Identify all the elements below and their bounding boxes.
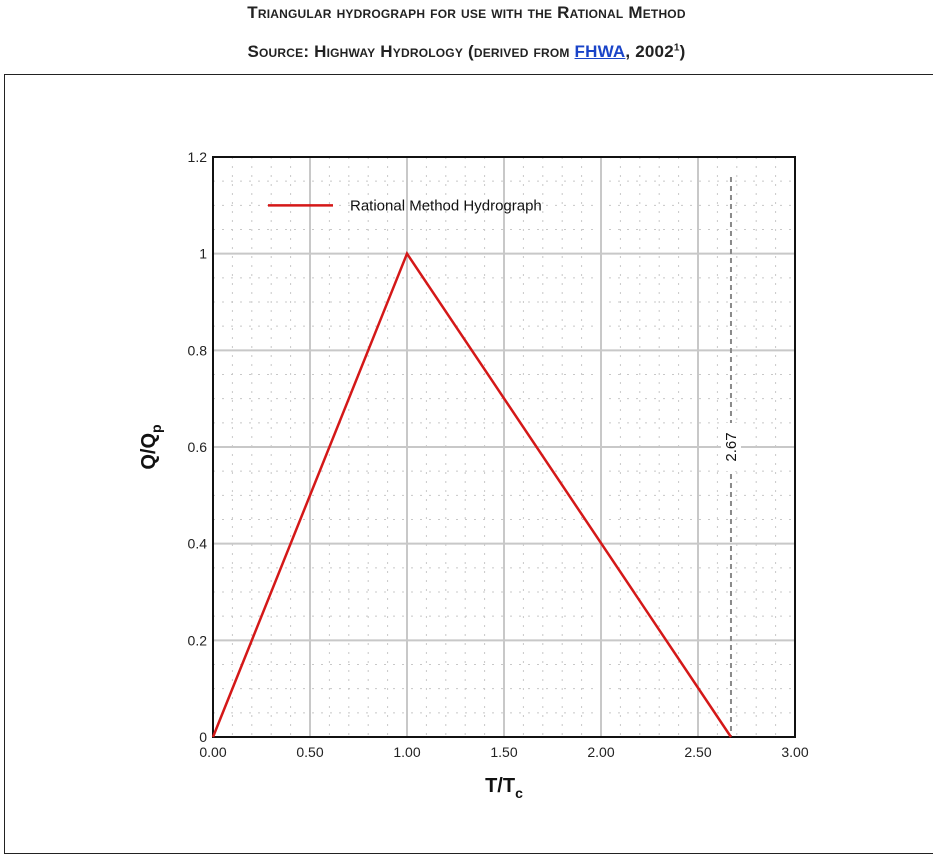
x-tick-label: 2.50 bbox=[684, 744, 711, 760]
x-tick-label: 1.00 bbox=[393, 744, 420, 760]
source-prefix: Source: Highway Hydrology (derived from bbox=[247, 42, 575, 61]
y-tick-label: 0.4 bbox=[188, 536, 208, 552]
annotation-label-background bbox=[720, 423, 741, 471]
hydrograph-chart: 2.67 0.00 0.50 1.00 1.50 2.00 2.50 3.00 0 0.2 0.4… bbox=[138, 149, 809, 801]
tick-labels: 0.00 0.50 1.00 1.50 2.00 2.50 3.00 0 0.2 0.4 0.6 0.… bbox=[188, 149, 809, 760]
series-layer bbox=[211, 251, 733, 738]
figure-caption-title: Triangular hydrograph for use with the R… bbox=[247, 3, 686, 22]
grid bbox=[213, 157, 795, 737]
y-tick-label: 0.2 bbox=[188, 632, 208, 648]
x-axis-title: T/Tc bbox=[485, 775, 523, 801]
source-year: , 2002 bbox=[625, 42, 674, 61]
x-tick-label: 0.00 bbox=[199, 744, 226, 760]
y-tick-label: 0.8 bbox=[188, 342, 208, 358]
x-tick-label: 1.50 bbox=[490, 744, 517, 760]
fhwa-link[interactable]: FHWA bbox=[574, 42, 626, 61]
y-tick-label: 0.6 bbox=[188, 439, 208, 455]
footnote-marker: 1 bbox=[673, 42, 680, 54]
series-line bbox=[211, 251, 733, 738]
y-axis-title: Q/Qp bbox=[138, 424, 164, 469]
y-tick-label: 1.2 bbox=[188, 149, 208, 165]
source-close: ) bbox=[679, 42, 686, 61]
plot-area-border bbox=[212, 156, 796, 738]
x-tick-label: 0.50 bbox=[296, 744, 323, 760]
y-tick-label: 0 bbox=[199, 729, 207, 745]
annotation-label: 2.67 bbox=[723, 432, 740, 461]
legend-label: Rational Method Hydrograph bbox=[350, 197, 542, 214]
x-tick-label: 2.00 bbox=[587, 744, 614, 760]
axis-titles: T/Tc Q/Qp bbox=[138, 424, 523, 801]
figure-caption-source: Source: Highway Hydrology (derived from … bbox=[0, 42, 933, 62]
y-tick-label: 1 bbox=[199, 246, 207, 262]
x-tick-label: 3.00 bbox=[781, 744, 808, 760]
annotation-layer: 2.67 bbox=[720, 177, 741, 737]
legend: Rational Method Hydrograph bbox=[268, 197, 542, 214]
